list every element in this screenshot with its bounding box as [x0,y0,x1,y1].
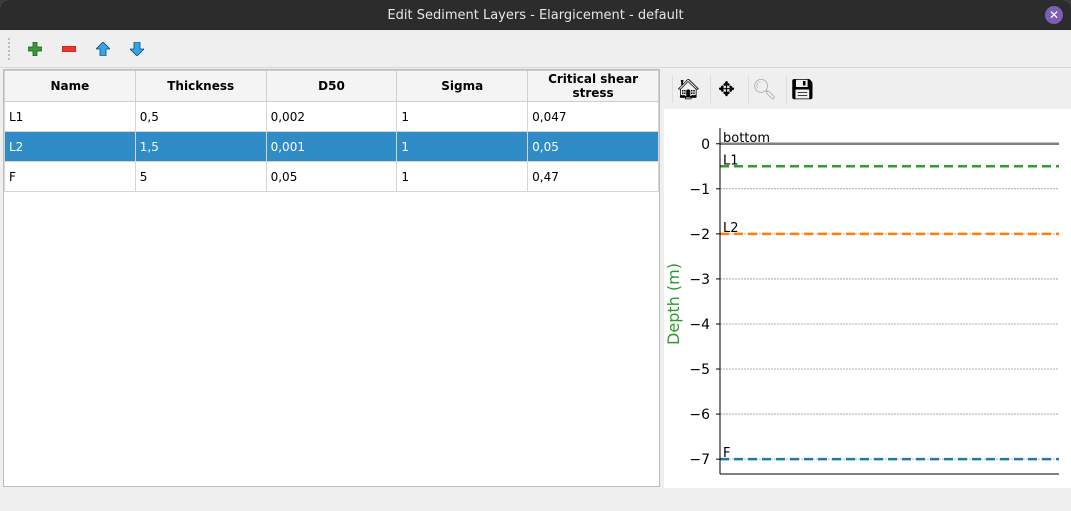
column-header[interactable]: Name [4,70,136,102]
toolbar-grip[interactable] [8,37,12,60]
y-axis-label: Depth (m) [664,263,683,345]
table-cell[interactable]: F [4,161,136,192]
y-tick-label: −3 [689,272,710,288]
pan-icon[interactable]: ✥ [710,75,742,103]
add-icon[interactable] [24,38,46,60]
table-row[interactable]: L2 1,5 0,001 1 0,05 [4,131,659,162]
table-cell[interactable]: 1 [396,161,529,192]
zoom-icon[interactable]: 🔍︎ [748,75,780,103]
table-cell[interactable]: 0,05 [527,131,659,162]
table-cell[interactable]: 0,5 [134,101,267,132]
y-tick-label: −5 [689,362,710,378]
plot-toolbar: 🏠︎ ✥ 🔍︎ 💾︎ [664,69,1071,109]
close-icon[interactable]: ✕ [1045,6,1063,24]
table-row[interactable]: F 5 0,05 1 0,47 [4,161,659,192]
remove-icon[interactable] [58,38,80,60]
plot-panel: 🏠︎ ✥ 🔍︎ 💾︎ 0 −1 −2 −3 −4 −5 −6 −7 bottom L1 L2 F Dep… [664,69,1071,488]
y-tick-label: −4 [689,317,710,333]
table-row[interactable]: L1 0,5 0,002 1 0,047 [4,101,659,132]
save-icon[interactable]: 💾︎ [786,75,818,103]
table-cell[interactable]: 0,001 [265,131,398,162]
column-header[interactable]: Sigma [396,70,529,102]
table-cell[interactable]: 5 [134,161,267,192]
y-tick-label: 0 [701,137,710,153]
column-header[interactable]: Thickness [134,70,267,102]
layer-label: bottom [723,131,770,146]
column-header[interactable]: Critical shear stress [527,70,659,102]
y-tick-label: −2 [689,227,710,243]
move-down-icon[interactable] [126,38,148,60]
layers-table: Name Thickness D50 Sigma Critical shear stre… [3,69,660,487]
move-up-icon[interactable] [92,38,114,60]
title-bar: Edit Sediment Layers - Elargicement - de… [0,0,1071,30]
y-tick-label: −6 [689,407,710,423]
table-cell[interactable]: 0,47 [527,161,659,192]
table-cell[interactable]: 0,047 [527,101,659,132]
y-tick-label: −7 [689,452,710,468]
table-cell[interactable]: 0,05 [265,161,398,192]
toolbar [0,30,1071,68]
table-cell[interactable]: 0,002 [265,101,398,132]
table-cell[interactable]: L1 [4,101,136,132]
table-cell[interactable]: 1 [396,101,529,132]
layer-label: F [723,446,730,461]
table-cell[interactable]: 1,5 [134,131,267,162]
column-header[interactable]: D50 [265,70,398,102]
table-cell[interactable]: L2 [4,131,136,162]
y-tick-label: −1 [689,182,710,198]
depth-plot[interactable]: 0 −1 −2 −3 −4 −5 −6 −7 bottom L1 L2 F Depth (m) [664,109,1071,488]
status-bar [0,488,1071,511]
layer-label: L1 [723,153,739,168]
window-title: Edit Sediment Layers - Elargicement - de… [387,7,684,23]
table-cell[interactable]: 1 [396,131,529,162]
home-icon[interactable]: 🏠︎ [672,75,704,103]
layer-label: L2 [723,221,739,236]
